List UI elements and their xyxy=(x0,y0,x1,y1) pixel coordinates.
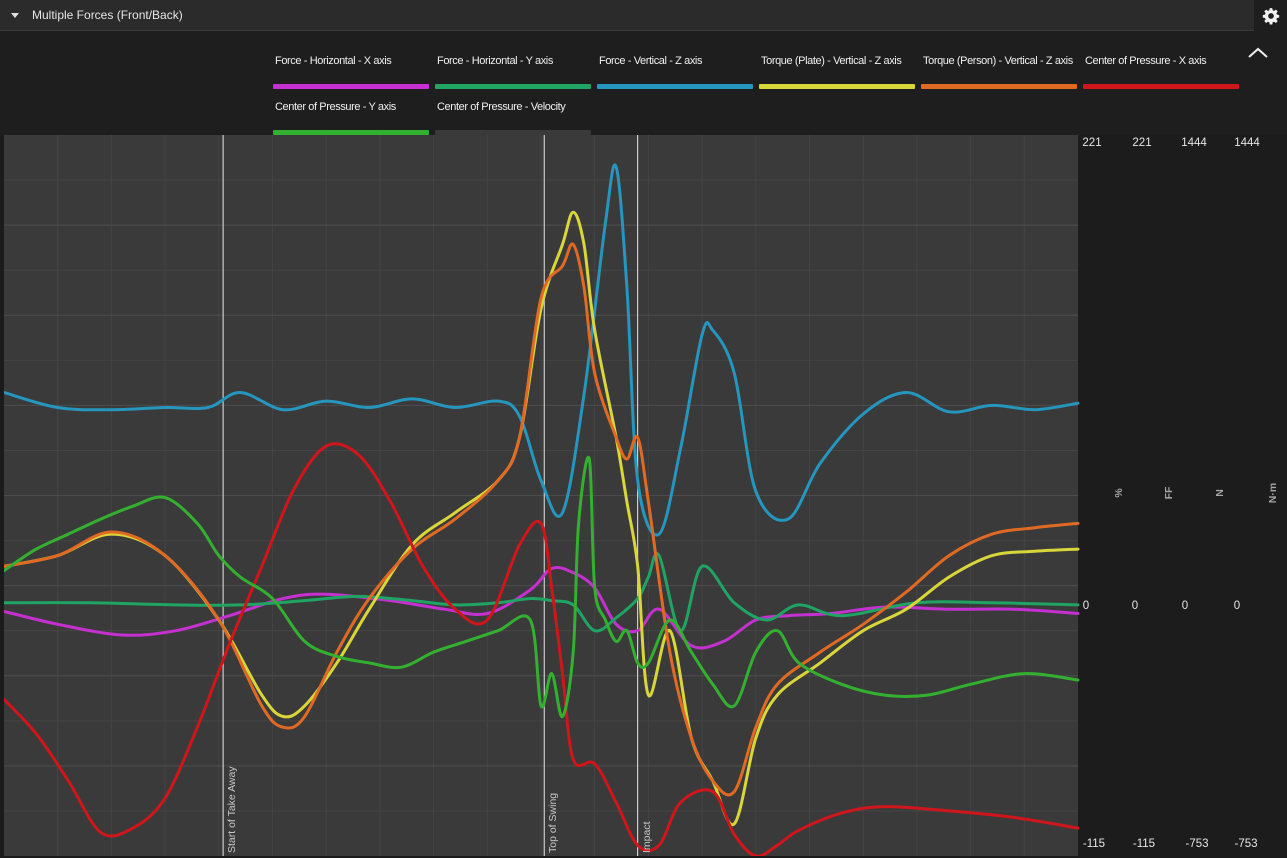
legend-label: Force - Horizontal - X axis xyxy=(275,55,392,67)
event-label-impact: Impact xyxy=(641,821,653,853)
legend-swatch xyxy=(435,84,591,89)
legend-swatch xyxy=(273,130,429,135)
axis-max-label: 221 xyxy=(1132,137,1152,149)
legend-item-cop-x[interactable]: Center of Pressure - X axis xyxy=(1083,46,1239,89)
axis-unit-label: FF xyxy=(1163,486,1175,500)
axis-zero-label: 0 xyxy=(1233,600,1241,612)
chart[interactable]: 221 221 1444 1444 % FF N N·m 0 0 0 0 -11… xyxy=(4,135,1287,856)
legend-label: Torque (Person) - Vertical - Z axis xyxy=(923,55,1073,67)
legend-label: Torque (Plate) - Vertical - Z axis xyxy=(761,55,902,67)
legend-swatch xyxy=(597,84,753,89)
legend-swatch xyxy=(921,84,1077,89)
axis-min-label: -753 xyxy=(1234,838,1258,850)
axis-max-label: 221 xyxy=(1082,137,1102,149)
series-line-6 xyxy=(4,455,1080,719)
legend-item-force-horizontal-x[interactable]: Force - Horizontal - X axis xyxy=(273,46,429,89)
legend-item-cop-y[interactable]: Center of Pressure - Y axis xyxy=(273,92,429,135)
axis-zero-label: 0 xyxy=(1181,600,1189,612)
legend-swatch xyxy=(1083,84,1239,89)
legend-item-torque-plate[interactable]: Torque (Plate) - Vertical - Z axis xyxy=(759,46,915,89)
chevron-up-icon[interactable] xyxy=(1243,41,1273,65)
legend-item-cop-velocity[interactable]: Center of Pressure - Velocity xyxy=(435,92,591,135)
series-line-2 xyxy=(4,163,1080,537)
caret-down-icon[interactable] xyxy=(8,9,22,23)
axis-min-label: -753 xyxy=(1185,838,1209,850)
legend-item-torque-person[interactable]: Torque (Person) - Vertical - Z axis xyxy=(921,46,1077,89)
legend-item-force-vertical-z[interactable]: Force - Vertical - Z axis xyxy=(597,46,753,89)
axis-unit-label: N xyxy=(1214,489,1226,497)
axis-min-label: -115 xyxy=(1082,838,1106,850)
event-label-top-of-swing: Top of Swing xyxy=(547,792,559,853)
event-label-take-away: Start of Take Away xyxy=(226,766,238,853)
legend-label: Center of Pressure - Velocity xyxy=(437,101,566,113)
gear-icon[interactable] xyxy=(1254,0,1287,31)
legend-swatch xyxy=(273,84,429,89)
legend-label: Center of Pressure - X axis xyxy=(1085,55,1207,67)
panel-title: Multiple Forces (Front/Back) xyxy=(32,8,183,22)
chart-plot xyxy=(4,135,1080,856)
axis-min-label: -115 xyxy=(1132,838,1156,850)
axis-unit-label: % xyxy=(1113,488,1125,498)
legend: Force - Horizontal - X axis Force - Hori… xyxy=(0,31,1287,135)
legend-item-force-horizontal-y[interactable]: Force - Horizontal - Y axis xyxy=(435,46,591,89)
axis-unit-label: N·m xyxy=(1267,482,1279,504)
series-line-5 xyxy=(4,442,1080,856)
axis-max-label: 1444 xyxy=(1234,137,1260,149)
series-line-4 xyxy=(4,242,1080,797)
legend-swatch xyxy=(759,84,915,89)
axis-zero-label: 0 xyxy=(1082,600,1090,612)
axis-max-label: 1444 xyxy=(1181,137,1207,149)
legend-label: Force - Horizontal - Y axis xyxy=(437,55,553,67)
legend-label: Center of Pressure - Y axis xyxy=(275,101,396,113)
legend-swatch xyxy=(435,130,591,135)
legend-label: Force - Vertical - Z axis xyxy=(599,55,703,67)
axis-zero-label: 0 xyxy=(1131,600,1139,612)
series-line-3 xyxy=(4,210,1080,827)
panel-header: Multiple Forces (Front/Back) xyxy=(0,0,1287,31)
